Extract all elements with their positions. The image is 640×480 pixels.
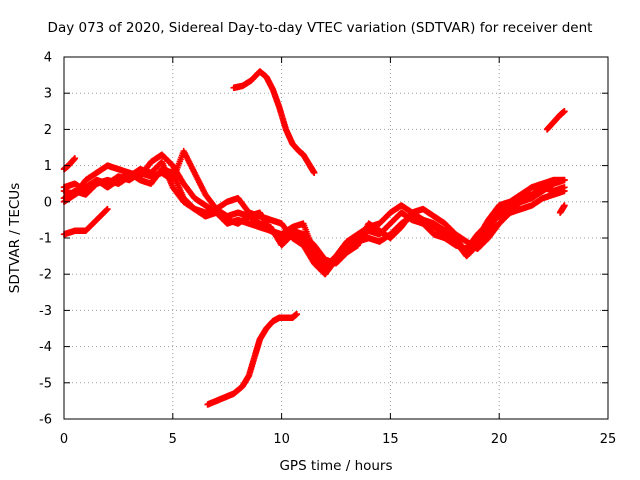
series-s4 (60, 166, 568, 267)
y-tick-label: 3 (44, 87, 52, 102)
series-s5 (60, 205, 111, 238)
y-tick-label: -4 (39, 340, 52, 355)
y-axis-label: SDTVAR / TECUs (7, 183, 23, 293)
y-tick-label: -6 (39, 413, 52, 428)
y-tick-label: -3 (39, 304, 52, 319)
data-points (60, 68, 568, 408)
x-tick-label: 25 (600, 432, 617, 447)
data-point (561, 176, 568, 184)
data-point (104, 205, 111, 213)
data-point (561, 108, 568, 115)
series-s10 (556, 202, 568, 216)
y-tick-label: 0 (44, 195, 52, 210)
x-tick-label: 10 (273, 432, 290, 447)
series-s9 (543, 108, 568, 133)
y-tick-label: 2 (44, 123, 52, 138)
data-point (561, 202, 568, 209)
y-tick-label: 1 (44, 159, 52, 174)
data-point (293, 310, 301, 318)
y-tick-label: 4 (44, 51, 52, 66)
y-tick-label: -5 (39, 376, 52, 391)
x-tick-label: 15 (382, 432, 399, 447)
chart-title: Day 073 of 2020, Sidereal Day-to-day VTE… (48, 20, 593, 36)
y-tick-label: -2 (39, 268, 52, 283)
data-point (71, 155, 79, 162)
x-tick-label: 0 (60, 432, 68, 447)
series-s7 (230, 68, 318, 177)
y-tick-label: -1 (39, 232, 52, 247)
axis-ticks: 0 5 10 15 20 25 -6 -5 -4 -3 -2 -1 0 1 2 3 4 (39, 51, 616, 448)
x-tick-label: 5 (169, 432, 177, 447)
x-tick-label: 20 (491, 432, 508, 447)
series-s8 (204, 310, 301, 408)
data-point (561, 187, 568, 195)
data-point (311, 169, 318, 177)
x-axis-label: GPS time / hours (279, 458, 392, 474)
